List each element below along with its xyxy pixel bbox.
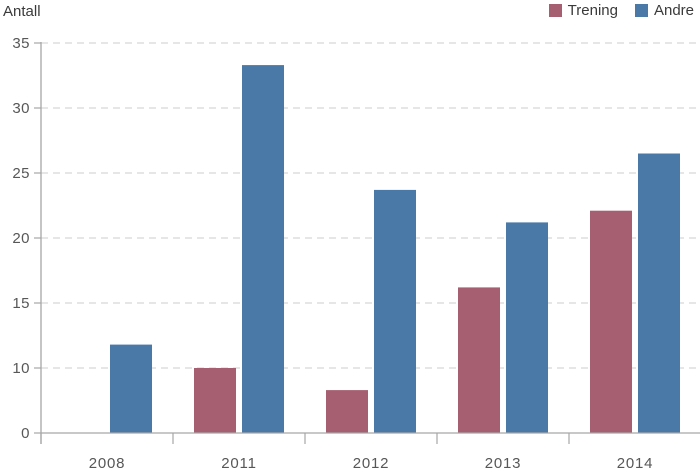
bar-andre-2014[interactable] [638,153,680,434]
bar-trening-2012[interactable] [326,390,368,433]
y-tick-label-25: 25 [12,165,30,182]
bar-trening-2014[interactable] [590,210,632,433]
y-tick-label-30: 30 [12,100,30,117]
legend-swatch-trening-icon [548,4,562,17]
legend-label-trening: Trening [567,2,618,19]
y-tick-label-0: 0 [21,425,30,442]
y-tick-label-15: 15 [12,295,30,312]
bar-trening-2013[interactable] [458,287,500,433]
x-category-label-2008: 2008 [89,455,126,472]
y-tick-label-10: 10 [12,360,30,377]
x-category-label-2014: 2014 [617,455,654,472]
bar-andre-2011[interactable] [242,65,284,433]
bar-andre-2012[interactable] [374,189,416,433]
x-category-label-2012: 2012 [353,455,390,472]
legend-swatch-andre-icon [634,4,648,17]
y-tick-label-35: 35 [12,35,30,52]
y-tick-label-20: 20 [12,230,30,247]
legend: Trening Andre [548,2,694,19]
legend-item-trening[interactable]: Trening [548,2,618,19]
legend-label-andre: Andre [653,2,694,19]
x-category-label-2011: 2011 [221,455,256,472]
y-axis-title: Antall [3,3,41,20]
bar-andre-2013[interactable] [506,222,548,433]
bar-andre-2008[interactable] [110,344,152,433]
bar-trening-2011[interactable] [194,368,236,433]
x-category-label-2013: 2013 [485,455,522,472]
legend-item-andre[interactable]: Andre [634,2,694,19]
